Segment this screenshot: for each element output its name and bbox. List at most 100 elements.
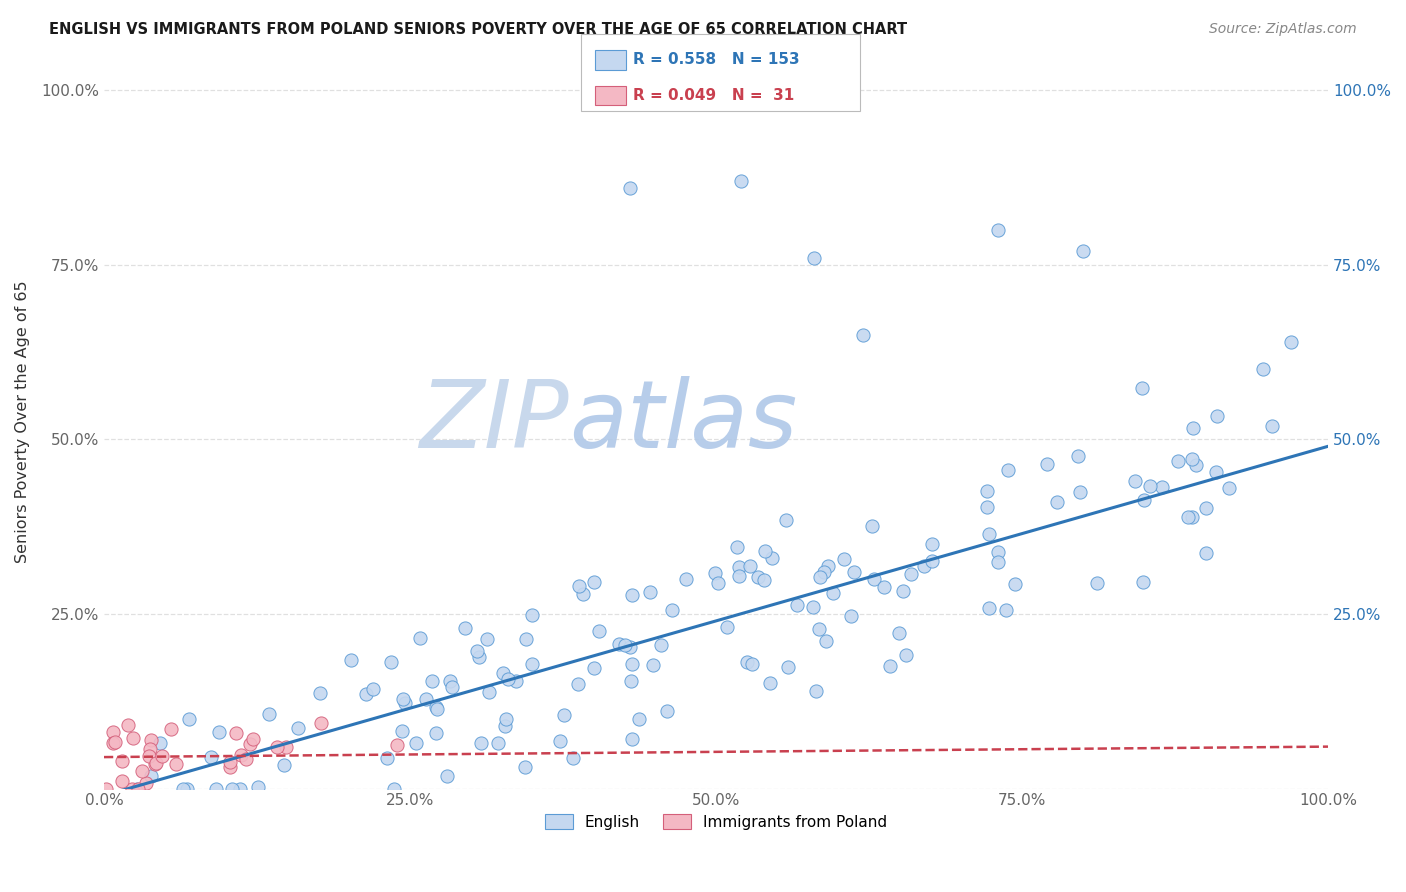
Point bbox=[208, 725, 231, 739]
Point bbox=[703, 566, 725, 580]
Point bbox=[987, 555, 1010, 569]
Point bbox=[588, 624, 610, 638]
Point bbox=[492, 665, 515, 680]
Point bbox=[976, 484, 998, 499]
Point bbox=[375, 751, 398, 765]
Point bbox=[229, 781, 252, 796]
Point bbox=[912, 559, 935, 574]
Point bbox=[754, 544, 776, 558]
Point bbox=[1195, 501, 1218, 516]
Point bbox=[1205, 465, 1227, 479]
Point bbox=[385, 738, 408, 752]
Point bbox=[219, 760, 242, 774]
Point bbox=[176, 781, 198, 796]
Point bbox=[125, 781, 148, 796]
Point bbox=[468, 649, 491, 664]
Text: R = 0.049   N =  31: R = 0.049 N = 31 bbox=[633, 88, 794, 103]
Point bbox=[177, 712, 200, 726]
Point bbox=[287, 721, 309, 735]
Point bbox=[311, 715, 333, 730]
Point bbox=[225, 725, 247, 739]
Point bbox=[309, 686, 332, 700]
Point bbox=[149, 736, 172, 750]
Point bbox=[515, 632, 537, 647]
Point bbox=[987, 545, 1010, 559]
Point bbox=[422, 673, 444, 688]
Point bbox=[1152, 480, 1174, 494]
Point bbox=[728, 560, 751, 574]
Point bbox=[976, 500, 998, 514]
Legend: English, Immigrants from Poland: English, Immigrants from Poland bbox=[538, 807, 893, 836]
Point bbox=[127, 781, 149, 796]
Point bbox=[1182, 421, 1205, 435]
Point bbox=[776, 660, 799, 674]
Point bbox=[121, 731, 143, 746]
Point bbox=[121, 781, 143, 796]
Point bbox=[1185, 458, 1208, 473]
Point bbox=[340, 653, 363, 667]
Point bbox=[104, 735, 127, 749]
Point bbox=[775, 513, 797, 527]
Point bbox=[1218, 482, 1240, 496]
Point bbox=[239, 737, 262, 751]
Point bbox=[619, 640, 641, 655]
Point bbox=[1177, 509, 1199, 524]
Point bbox=[803, 251, 825, 265]
Point bbox=[392, 691, 415, 706]
Point bbox=[621, 732, 644, 747]
Point bbox=[1205, 409, 1227, 423]
Point bbox=[817, 558, 839, 573]
Point bbox=[1181, 452, 1204, 467]
Point bbox=[900, 567, 922, 582]
Point bbox=[727, 569, 749, 583]
Point bbox=[641, 658, 664, 673]
Point bbox=[380, 655, 402, 669]
Point bbox=[852, 327, 875, 342]
Point bbox=[813, 566, 835, 580]
Point bbox=[496, 673, 519, 687]
Point bbox=[553, 707, 575, 722]
Point bbox=[266, 740, 288, 755]
Point bbox=[477, 632, 499, 646]
Point bbox=[520, 608, 543, 623]
Point bbox=[141, 733, 163, 747]
Point bbox=[1004, 577, 1026, 591]
Point bbox=[111, 754, 134, 768]
Point bbox=[716, 620, 738, 634]
Point bbox=[139, 741, 162, 756]
Point bbox=[138, 748, 160, 763]
Point bbox=[987, 223, 1010, 237]
Point bbox=[1139, 479, 1161, 493]
Point bbox=[808, 570, 831, 584]
Point bbox=[354, 687, 377, 701]
Point bbox=[583, 574, 606, 589]
Point bbox=[887, 625, 910, 640]
Point bbox=[572, 587, 595, 601]
Point bbox=[548, 733, 571, 747]
Text: R = 0.558   N = 153: R = 0.558 N = 153 bbox=[633, 53, 800, 67]
Point bbox=[747, 570, 769, 584]
Point bbox=[235, 752, 257, 766]
Point bbox=[101, 725, 124, 739]
Point bbox=[425, 702, 447, 716]
Point bbox=[1195, 545, 1218, 559]
Point bbox=[1261, 418, 1284, 433]
Point bbox=[568, 579, 591, 593]
Point bbox=[200, 750, 222, 764]
Point bbox=[1085, 576, 1108, 591]
Point bbox=[141, 769, 163, 783]
Point bbox=[1069, 485, 1091, 500]
Point bbox=[1066, 449, 1088, 463]
Point bbox=[405, 736, 427, 750]
Point bbox=[873, 580, 896, 594]
Point bbox=[761, 550, 783, 565]
Point bbox=[394, 696, 416, 710]
Point bbox=[513, 760, 536, 774]
Point bbox=[165, 757, 187, 772]
Point bbox=[274, 739, 297, 754]
Point bbox=[582, 661, 605, 675]
Point bbox=[1035, 458, 1057, 472]
Point bbox=[273, 757, 295, 772]
Point bbox=[638, 584, 661, 599]
Point bbox=[1132, 575, 1154, 590]
